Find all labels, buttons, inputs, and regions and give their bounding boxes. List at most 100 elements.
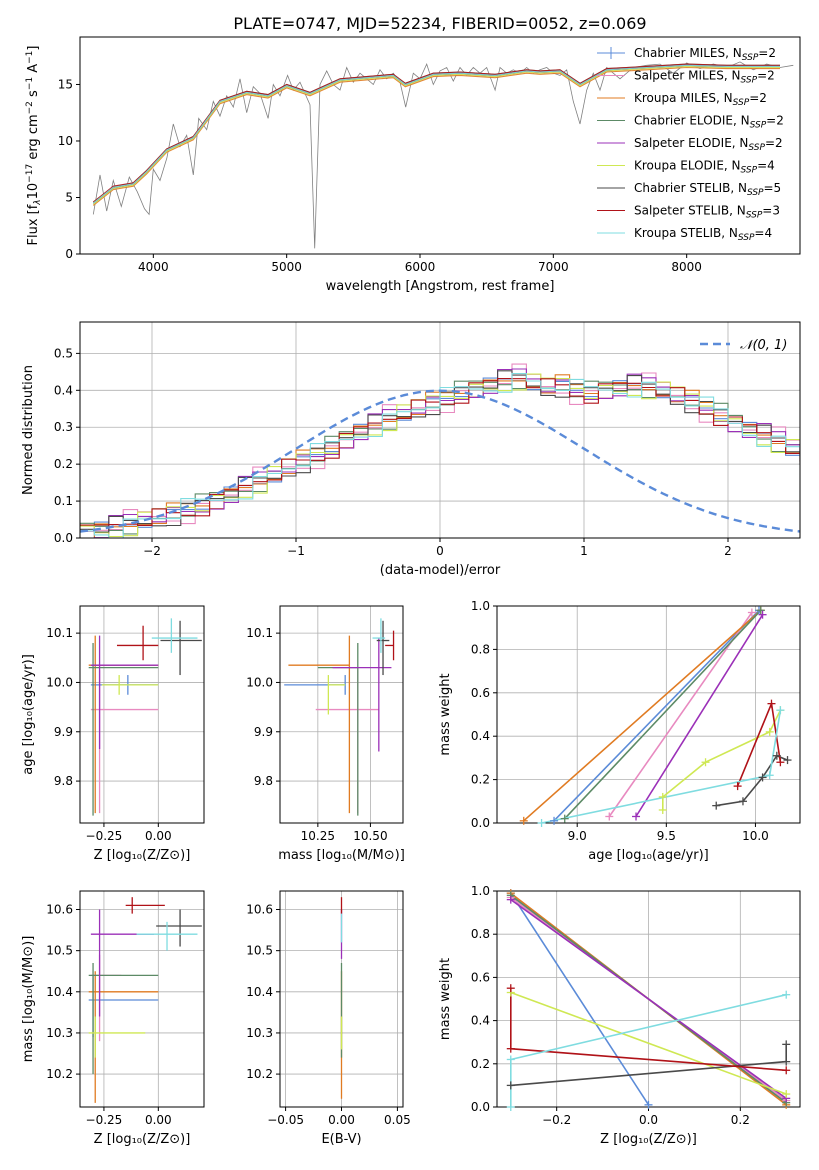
y-tick-label: 10.4 [46,985,73,999]
legend-label-main: Chabrier ELODIE, N [634,114,750,128]
x-tick-label: −0.25 [86,829,123,843]
x-axis-label: E(B-V) [321,1132,361,1147]
y-tick-label: 10.2 [46,1067,73,1081]
x-axis-label: mass [log₁₀(M/M⊙)] [278,848,405,863]
y-tick-label: 0.4 [471,1014,490,1028]
y-tick-label: 0.6 [471,686,490,700]
legend-label: Chabrier MILES, NSSP=2 [634,46,776,63]
legend-label-main: Salpeter ELODIE, N [634,136,748,150]
x-tick-label: −2 [143,544,161,558]
figure-title: PLATE=0747, MJD=52234, FIBERID=0052, z=0… [233,14,646,33]
x-tick-label: 8000 [671,260,702,274]
y-tick-label: 0 [65,247,73,261]
y-axis-label-part: s [26,90,41,101]
mass-weight-line [510,991,787,1095]
x-tick-label: 0.05 [384,1113,411,1127]
y-tick-label: 0.1 [54,494,73,508]
model-spectrum-line [92,64,780,204]
y-tick-label: 10.2 [246,1067,273,1081]
y-tick-label: 15 [58,77,73,91]
plot-area [284,618,395,816]
x-tick-label: 10.0 [742,829,769,843]
x-axis-label: Z [log₁₀(Z/Z⊙)] [94,1132,191,1147]
x-tick-label: −1 [287,544,305,558]
y-tick-label: 0.6 [471,970,490,984]
legend-label-main: Kroupa ELODIE, N [634,159,741,173]
y-tick-label: 0.3 [54,420,73,434]
x-tick-label: 9.0 [568,829,587,843]
y-axis-label-part: −1 [25,51,35,64]
panel-spectrum: 4000 5000 6000 7000 8000 0 5 10 15 wavelength [An… [25,36,801,294]
y-axis-label: mass weight [438,958,453,1040]
legend-label: Salpeter MILES, NSSP=2 [634,69,775,86]
legend-label-main: Chabrier STELIB, N [634,181,747,195]
legend-label-sub: SSP [741,166,758,176]
y-tick-label: 9.8 [54,774,73,788]
y-tick-label: 10.3 [246,1026,273,1040]
axes-frame [79,890,205,1108]
x-tick-label: 0.00 [145,1113,172,1127]
model-spectrum-line [92,63,780,203]
legend-label-tail: =4 [757,159,775,173]
y-tick-label: 1.0 [471,599,490,613]
y-axis-label: Flux [fλ10−17 erg cm−2 s−1 A−1] [25,46,43,246]
plot-area [92,61,794,249]
mass-weight-line [523,609,762,822]
x-tick-label: −0.2 [542,1113,571,1127]
x-axis-label: wavelength [Angstrom, rest frame] [326,279,555,294]
y-tick-label: 10.3 [46,1026,73,1040]
y-tick-label: 0.8 [471,642,490,656]
plot-area [88,897,202,1103]
legend-label-tail: =2 [749,91,767,105]
panel-mass-vs-ebv: −0.05 0.00 0.05 10.2 10.3 10.4 10.5 10.6 E(B-V) [246,890,411,1147]
residual-histogram [80,372,800,538]
x-axis-label: age [log₁₀(age/yr)] [588,848,709,863]
x-tick-label: 4000 [138,260,169,274]
plot-area [80,363,800,538]
x-axis-label: (data-model)/error [380,563,501,578]
legend-label-sub: SSP [748,143,765,153]
legend-label-tail: =4 [754,226,772,240]
y-tick-label: 0.2 [54,457,73,471]
legend-label-tail: =2 [758,46,776,60]
y-tick-label: 9.8 [254,774,273,788]
x-tick-label: 0.2 [731,1113,750,1127]
legend-label-sub: SSP [742,53,759,63]
legend-label-main: Salpeter STELIB, N [634,204,746,218]
observed-spectrum [92,61,794,249]
y-tick-label: 0.2 [471,1057,490,1071]
normal-curve [80,389,800,533]
y-axis-label-part: −1 [25,77,35,90]
y-tick-label: 1.0 [471,884,490,898]
legend-label-main: Kroupa MILES, N [634,91,733,105]
axes-frame [279,605,404,824]
mass-weight-line [510,892,650,1106]
y-tick-label: 9.9 [54,725,73,739]
normal-legend-label: 𝒩(0, 1) [740,338,787,353]
y-tick-label: 0.4 [54,383,73,397]
y-tick-label: 0.0 [471,1100,490,1114]
legend-label-tail: =3 [762,204,780,218]
legend-label: Kroupa MILES, NSSP=2 [634,91,767,108]
x-tick-label: 0.0 [639,1113,658,1127]
legend-label: Kroupa ELODIE, NSSP=4 [634,159,775,176]
x-tick-label: 0 [436,544,444,558]
y-tick-label: 10.5 [246,944,273,958]
y-axis-label-part: −17 [25,164,35,183]
x-tick-label: 1 [580,544,588,558]
legend-label: Salpeter ELODIE, NSSP=2 [634,136,783,153]
x-tick-label: 10.50 [353,829,387,843]
legend-label-tail: =5 [764,181,782,195]
plot-area [88,618,202,816]
x-tick-label: 2 [724,544,732,558]
y-axis-label-part: 10 [26,183,41,200]
y-axis-label: age [log₁₀(age/yr)] [21,654,36,775]
x-axis-label: Z [log₁₀(Z/Z⊙)] [94,848,191,863]
mass-weight-line [553,609,760,822]
axes-frame [496,605,801,824]
legend-label-main: Chabrier MILES, N [634,46,742,60]
y-tick-label: 10 [58,134,73,148]
y-tick-label: 0.2 [471,773,490,787]
axes-frame [79,605,205,824]
